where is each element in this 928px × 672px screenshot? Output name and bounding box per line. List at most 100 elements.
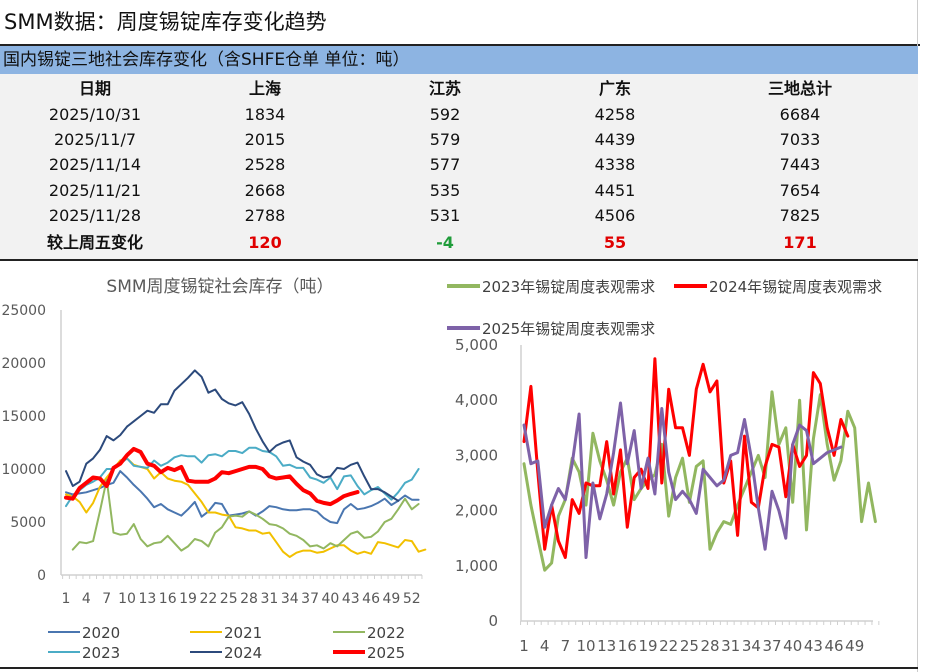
- legend-label: 2025: [367, 644, 405, 662]
- x-tick-label: 7: [102, 591, 111, 607]
- cell-jiangsu: 531: [429, 205, 461, 225]
- cell-date: 2025/11/7: [53, 130, 137, 150]
- series-line-2025: [64, 446, 360, 507]
- legend-label: 2025年锡锭周度表观需求: [482, 320, 655, 338]
- x-tick-label: 34: [742, 637, 761, 655]
- cell-date: 2025/11/28: [48, 205, 142, 225]
- cell-guangdong: 4506: [594, 205, 636, 225]
- x-tick-label: 16: [618, 637, 637, 655]
- header-total: 三地总计: [767, 79, 832, 98]
- x-tick-label: 4: [540, 637, 550, 655]
- cell-jiangsu: 592: [429, 105, 461, 124]
- series-line-2023年锡锭周度表观需求: [522, 390, 877, 572]
- y-tick-label: 15000: [1, 409, 46, 425]
- x-tick-label: 25: [220, 591, 238, 607]
- change-row: 较上周五变化 120 -4 55 171: [0, 230, 918, 255]
- series-line-2025年锡锭周度表观需求: [522, 401, 843, 559]
- x-tick-label: 43: [804, 637, 823, 655]
- table-row: 2025/11/28 2788 531 4506 7825: [0, 203, 918, 228]
- series-line-2024: [65, 369, 400, 502]
- y-tick-label: 5000: [10, 515, 46, 531]
- cell-shanghai: 1834: [244, 105, 286, 124]
- x-tick-label: 16: [159, 591, 177, 607]
- y-tick-label: 25000: [1, 303, 46, 319]
- header-date: 日期: [78, 79, 111, 98]
- cell-jiangsu: 577: [429, 155, 461, 175]
- table-header-row: 日期 上海 江苏 广东 三地总计: [0, 76, 918, 101]
- cell-guangdong: 4439: [594, 130, 636, 150]
- x-tick-label: 19: [179, 591, 197, 607]
- x-tick-label: 31: [721, 637, 740, 655]
- cell-total: 6684: [779, 105, 821, 124]
- cell-date: 2025/11/14: [48, 155, 142, 175]
- x-tick-label: 22: [659, 637, 678, 655]
- table-row: 2025/11/14 2528 577 4338 7443: [0, 152, 918, 177]
- x-tick-label: 13: [597, 637, 616, 655]
- y-tick-label: 10000: [1, 462, 46, 478]
- header-jiangsu: 江苏: [428, 79, 461, 98]
- cell-jiangsu: 579: [429, 130, 461, 150]
- table-row: 2025/10/31 1834 592 4258 6684: [0, 102, 918, 127]
- x-tick-label: 7: [561, 637, 571, 655]
- x-tick-label: 49: [383, 591, 401, 607]
- legend-label: 2022: [367, 624, 405, 642]
- table-row: 2025/11/21 2668 535 4451 7654: [0, 178, 918, 203]
- x-tick-label: 22: [199, 591, 217, 607]
- legend-label: 2023年锡锭周度表观需求: [482, 278, 655, 296]
- x-tick-label: 1: [62, 591, 71, 607]
- x-tick-label: 31: [260, 591, 278, 607]
- change-total: 171: [783, 233, 817, 252]
- divider: [0, 44, 920, 46]
- cell-guangdong: 4258: [594, 105, 636, 124]
- y-tick-label: 20000: [1, 356, 46, 372]
- cell-guangdong: 4451: [594, 180, 636, 200]
- y-tick-label: 5,000: [455, 336, 498, 354]
- header-shanghai: 上海: [248, 79, 281, 98]
- y-tick-label: 2,000: [455, 502, 498, 520]
- y-tick-label: 0: [488, 612, 498, 630]
- x-tick-label: 19: [638, 637, 657, 655]
- x-tick-label: 28: [700, 637, 719, 655]
- inventory-table: 日期 上海 江苏 广东 三地总计 2025/10/31 1834 592 4258 66…: [0, 74, 918, 261]
- cell-shanghai: 2015: [244, 130, 286, 150]
- cell-total: 7825: [779, 205, 821, 225]
- cell-total: 7443: [779, 155, 821, 175]
- legend-label: 2024: [224, 644, 262, 662]
- legend-label: 2020: [82, 624, 120, 642]
- x-tick-label: 40: [322, 591, 340, 607]
- x-tick-label: 10: [118, 591, 136, 607]
- cell-shanghai: 2788: [244, 205, 286, 225]
- cell-date: 2025/11/21: [48, 180, 142, 200]
- change-shanghai: 120: [248, 233, 282, 252]
- table-row: 2025/11/7 2015 579 4439 7033: [0, 127, 918, 152]
- x-tick-label: 52: [403, 591, 421, 607]
- legend-label: 2021: [224, 624, 262, 642]
- series-line-2022: [71, 478, 420, 552]
- header-guangdong: 广东: [598, 79, 631, 98]
- x-tick-label: 49: [845, 637, 864, 655]
- divider: [0, 667, 918, 669]
- x-tick-label: 46: [825, 637, 844, 655]
- x-tick-label: 10: [576, 637, 595, 655]
- page-title: SMM数据：周度锡锭库存变化趋势: [4, 10, 327, 34]
- cell-guangdong: 4338: [594, 155, 636, 175]
- cell-shanghai: 2668: [244, 180, 286, 200]
- cell-total: 7654: [779, 180, 821, 200]
- x-tick-label: 43: [342, 591, 360, 607]
- cell-date: 2025/10/31: [48, 105, 142, 124]
- x-tick-label: 4: [82, 591, 91, 607]
- x-tick-label: 1: [519, 637, 529, 655]
- cell-total: 7033: [779, 130, 821, 150]
- change-guangdong: 55: [603, 233, 627, 252]
- legend-label: 2023: [82, 644, 120, 662]
- change-jiangsu: -4: [436, 233, 454, 252]
- inventory-line-chart: 0 5000 10000 15000 20000 25000 1 4 7 10 13 16 19 22 25…: [1, 277, 427, 662]
- y-tick-label: 4,000: [455, 391, 498, 409]
- chart-title: SMM周度锡锭社会库存（吨）: [106, 277, 333, 297]
- x-tick-label: 34: [281, 591, 299, 607]
- change-label: 较上周五变化: [46, 233, 143, 252]
- series-line-2020: [65, 470, 420, 525]
- x-tick-label: 13: [138, 591, 156, 607]
- x-tick-label: 28: [240, 591, 258, 607]
